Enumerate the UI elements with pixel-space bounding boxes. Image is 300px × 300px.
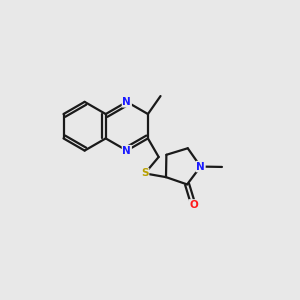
Text: N: N: [122, 97, 131, 107]
Text: S: S: [141, 168, 148, 178]
Text: O: O: [189, 200, 198, 210]
Text: N: N: [196, 162, 205, 172]
Text: N: N: [122, 146, 131, 156]
